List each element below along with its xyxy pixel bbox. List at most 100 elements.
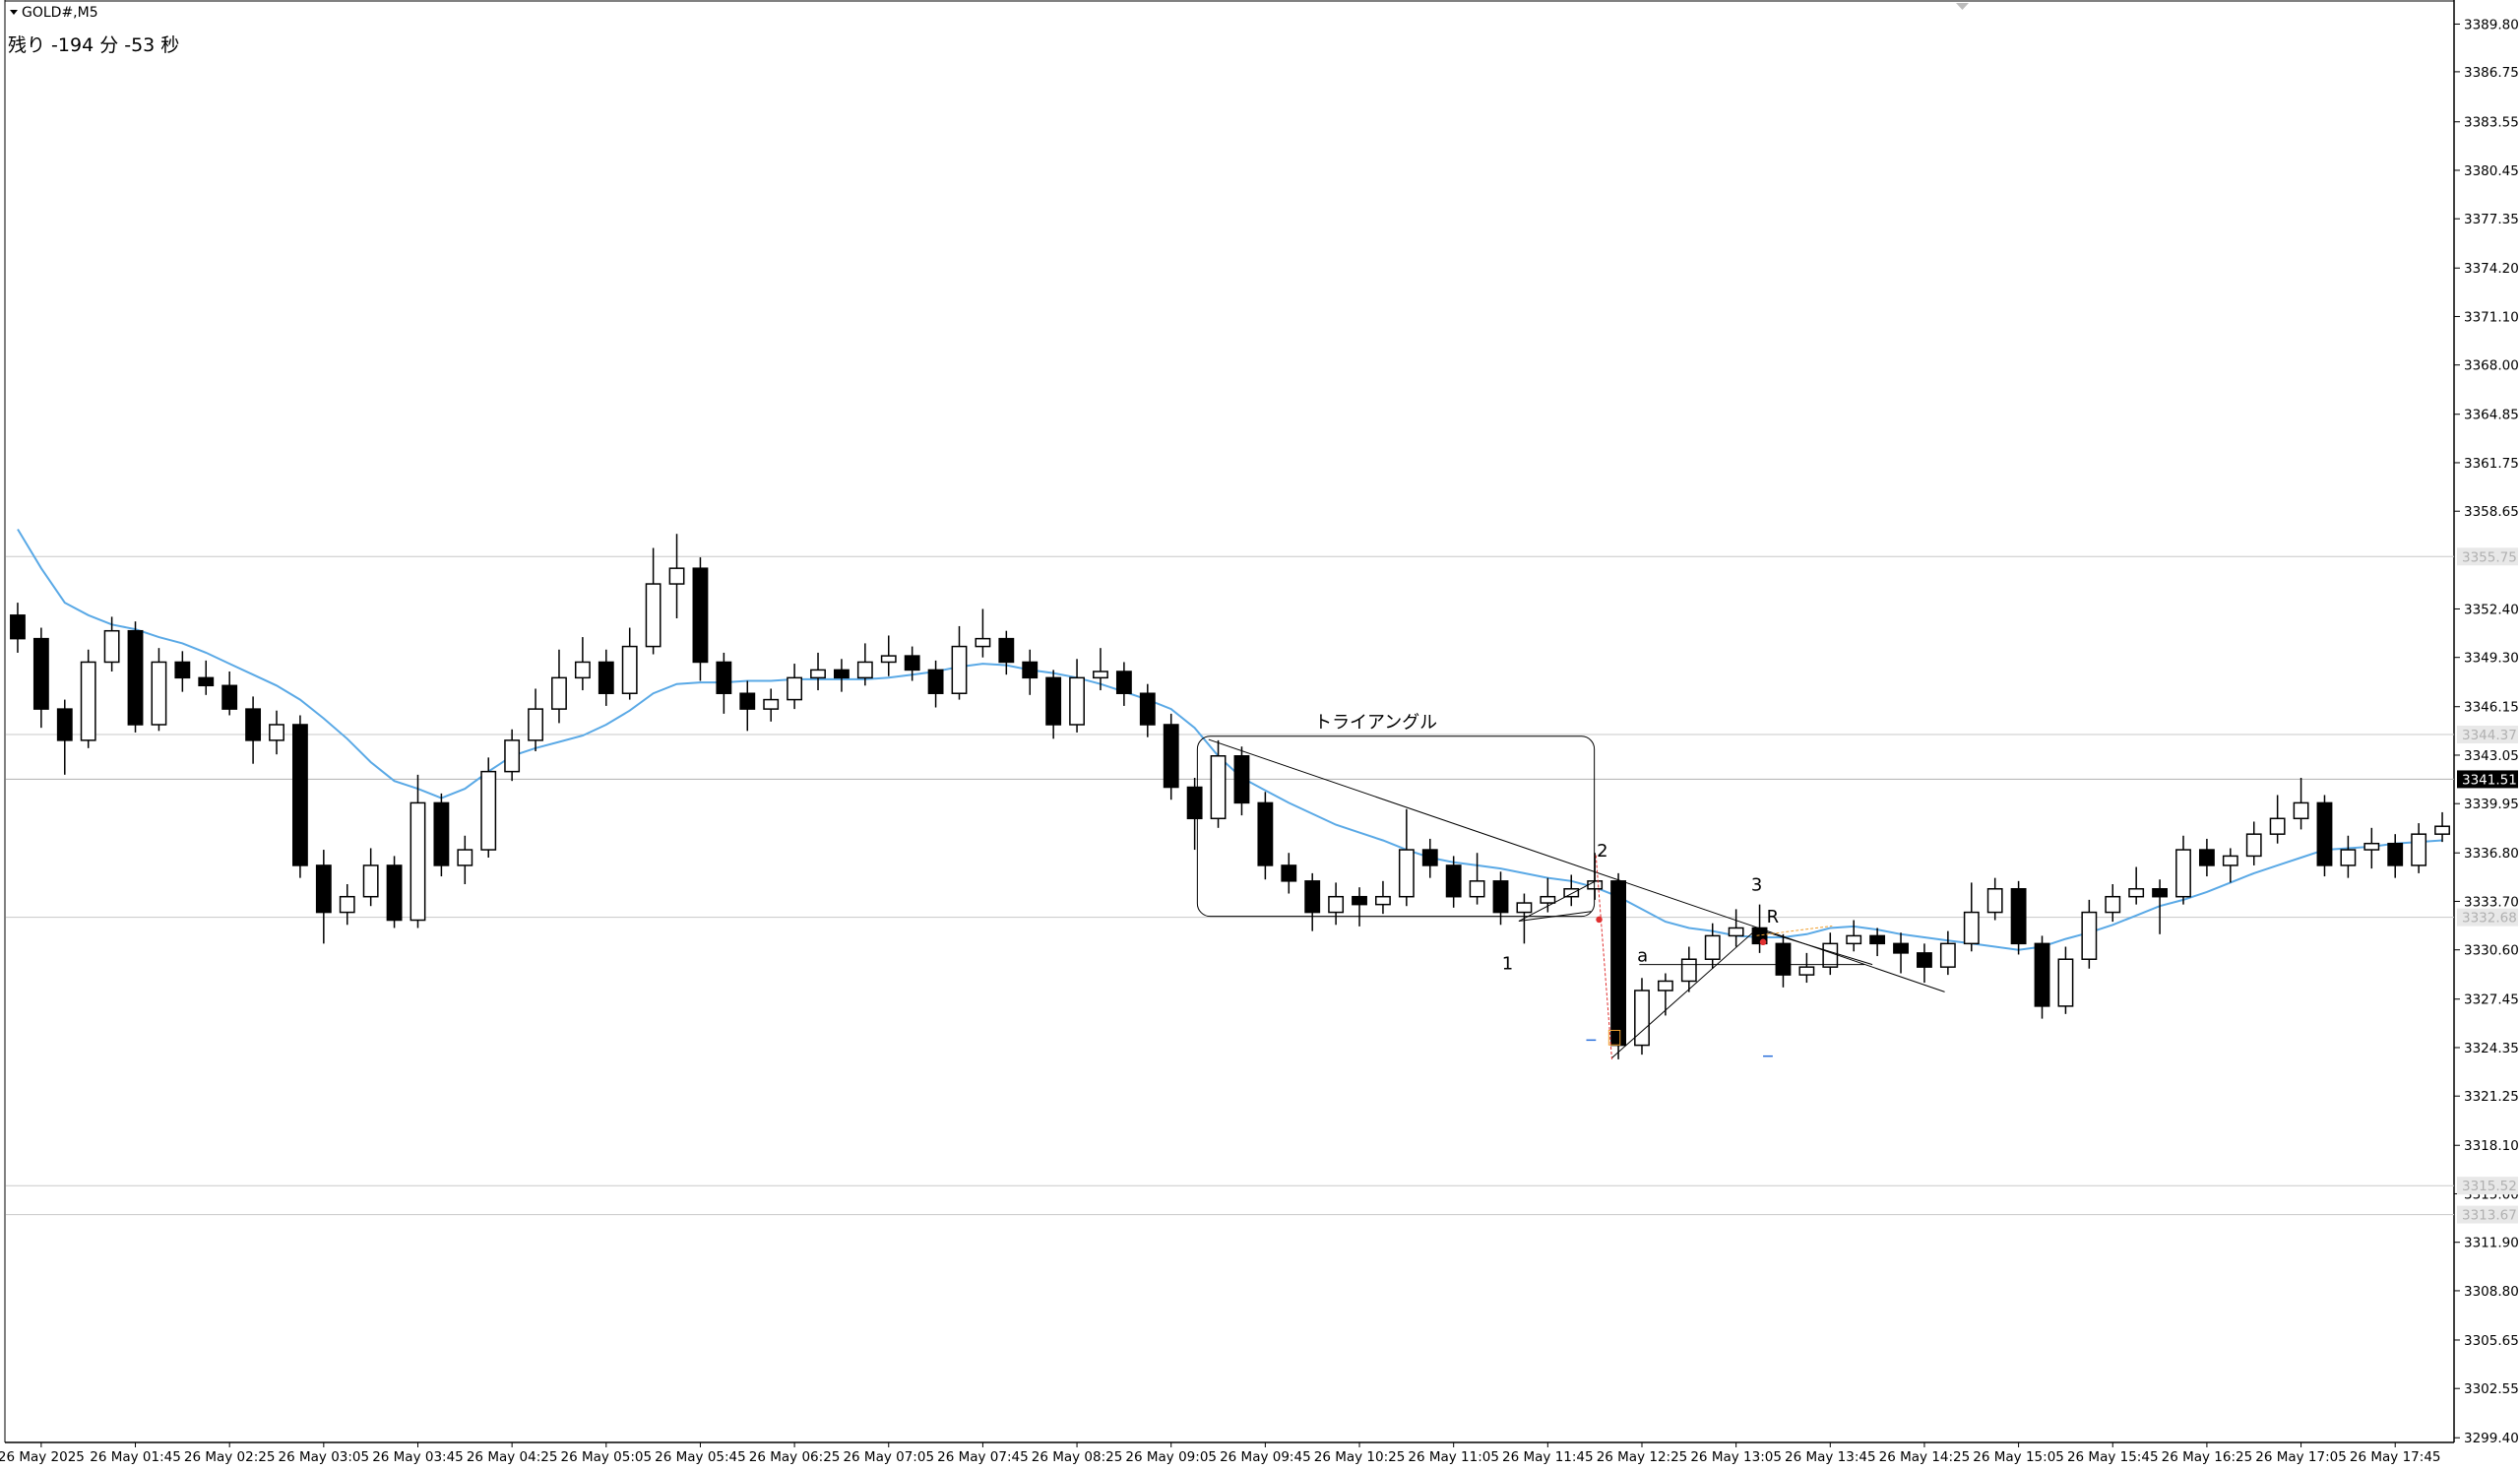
symbol-menu-icon[interactable] bbox=[10, 10, 18, 15]
candle-body bbox=[787, 676, 803, 701]
level-tag bbox=[2457, 908, 2518, 927]
candle-body bbox=[1775, 942, 1792, 976]
candle-body bbox=[1680, 958, 1697, 983]
x-tick-label: 26 May 13:05 bbox=[1690, 1449, 1782, 1465]
candle-body bbox=[2293, 801, 2309, 820]
candle-body bbox=[198, 676, 215, 687]
candle-body bbox=[1186, 786, 1203, 820]
x-tick-label: 26 May 05:05 bbox=[561, 1449, 653, 1465]
x-tick-label: 26 May 08:25 bbox=[1032, 1449, 1123, 1465]
candle-body bbox=[716, 661, 732, 694]
candle-body bbox=[1634, 990, 1650, 1047]
x-tick-label: 26 May 07:05 bbox=[843, 1449, 934, 1465]
candle-body bbox=[1375, 895, 1391, 906]
x-tick-label: 26 May 11:45 bbox=[1502, 1449, 1594, 1465]
y-tick-label: 3374.20 bbox=[2464, 261, 2519, 277]
y-tick-label: 3321.25 bbox=[2464, 1089, 2519, 1105]
candle-body bbox=[433, 801, 450, 866]
signal-line bbox=[1757, 926, 1833, 935]
level-label: 3355.75 bbox=[2462, 549, 2517, 565]
x-tick-label: 26 May 10:25 bbox=[1314, 1449, 1406, 1465]
triangle-line bbox=[1519, 912, 1591, 922]
x-tick-label: 26 May 02:25 bbox=[184, 1449, 276, 1465]
x-tick-label: 26 May 06:25 bbox=[749, 1449, 841, 1465]
level-tag bbox=[2457, 547, 2518, 566]
candle-body bbox=[1563, 888, 1580, 898]
candle-body bbox=[1917, 952, 1932, 968]
y-tick-label: 3302.55 bbox=[2464, 1381, 2519, 1397]
x-tick-label: 26 May 17:45 bbox=[2350, 1449, 2441, 1465]
triangle-line bbox=[1519, 881, 1596, 922]
current-price-label: 3341.51 bbox=[2462, 772, 2517, 788]
y-tick-label: 3377.35 bbox=[2464, 212, 2519, 227]
y-tick-label: 3305.65 bbox=[2464, 1333, 2519, 1349]
candle-body bbox=[410, 801, 426, 922]
level-label: 3344.37 bbox=[2462, 728, 2517, 743]
candle-body bbox=[174, 661, 191, 679]
wave-label: 2 bbox=[1597, 841, 1607, 862]
scroll-marker bbox=[1956, 3, 1969, 10]
y-tick-label: 3358.65 bbox=[2464, 504, 2519, 520]
countdown: 残り -194 分 -53 秒 bbox=[8, 34, 179, 56]
candle-body bbox=[1469, 880, 1485, 898]
candle-body bbox=[1846, 934, 1862, 945]
candle-body bbox=[151, 661, 167, 726]
signal-marker bbox=[1759, 938, 1767, 946]
level-tag bbox=[2457, 1177, 2518, 1195]
x-tick-label: 26 May 13:45 bbox=[1785, 1449, 1876, 1465]
y-tick-label: 3386.75 bbox=[2464, 65, 2519, 81]
candle-body bbox=[739, 692, 756, 710]
candle-body bbox=[880, 655, 897, 664]
y-tick-label: 3330.60 bbox=[2464, 943, 2519, 959]
candle-body bbox=[480, 770, 497, 851]
candle-body bbox=[2105, 895, 2121, 914]
x-tick-label: 26 May 01:45 bbox=[90, 1449, 181, 1465]
y-tick-label: 3327.45 bbox=[2464, 992, 2519, 1008]
y-tick-label: 3368.00 bbox=[2464, 358, 2519, 374]
axes: 3389.80 3386.75 3383.55 3380.45 3377.35 3374.… bbox=[0, 17, 2519, 1465]
candle-body bbox=[1893, 942, 1909, 954]
candle-body bbox=[621, 645, 638, 694]
wave-label: a bbox=[1637, 945, 1648, 966]
y-tick-label: 3361.75 bbox=[2464, 456, 2519, 472]
candle-body bbox=[2128, 888, 2145, 898]
y-tick-label: 3349.30 bbox=[2464, 651, 2519, 667]
candle-body bbox=[1986, 888, 2003, 914]
candle-body bbox=[1516, 902, 1533, 914]
candle-body bbox=[1822, 942, 1839, 968]
signal-marker bbox=[1608, 1031, 1619, 1046]
candle-body bbox=[245, 708, 262, 741]
x-tick-label: 26 May 11:05 bbox=[1408, 1449, 1499, 1465]
candle-body bbox=[1257, 801, 1274, 866]
candle-body bbox=[80, 661, 96, 741]
symbol-label: GOLD#,M5 bbox=[22, 5, 98, 21]
candle-body bbox=[2434, 825, 2450, 835]
levels bbox=[6, 555, 2454, 1216]
candle-body bbox=[457, 849, 473, 866]
candle-body bbox=[2340, 849, 2357, 866]
level-tag bbox=[2457, 1205, 2518, 1224]
x-tick-label: 26 May 2025 bbox=[0, 1449, 85, 1465]
candle-body bbox=[315, 864, 332, 914]
y-tick-label: 3336.80 bbox=[2464, 846, 2519, 862]
candle-body bbox=[1540, 895, 1556, 904]
candle-body bbox=[1304, 880, 1321, 914]
x-tick-label: 26 May 04:25 bbox=[467, 1449, 558, 1465]
x-tick-label: 26 May 05:45 bbox=[655, 1449, 746, 1465]
y-tick-label: 3343.05 bbox=[2464, 748, 2519, 764]
candle-body bbox=[1939, 942, 1956, 968]
candle-body bbox=[1798, 966, 1815, 976]
candle-body bbox=[574, 661, 591, 679]
candle-body bbox=[998, 637, 1015, 664]
candle-body bbox=[927, 669, 944, 694]
candle-body bbox=[2222, 855, 2238, 866]
candle-body bbox=[1421, 849, 1438, 866]
candle-body bbox=[362, 864, 379, 898]
y-tick-label: 3318.10 bbox=[2464, 1138, 2519, 1154]
candle-body bbox=[1704, 934, 1721, 960]
candle-body bbox=[551, 676, 567, 710]
y-tick-label: 3333.70 bbox=[2464, 894, 2519, 910]
x-tick-label: 26 May 14:25 bbox=[1879, 1449, 1971, 1465]
